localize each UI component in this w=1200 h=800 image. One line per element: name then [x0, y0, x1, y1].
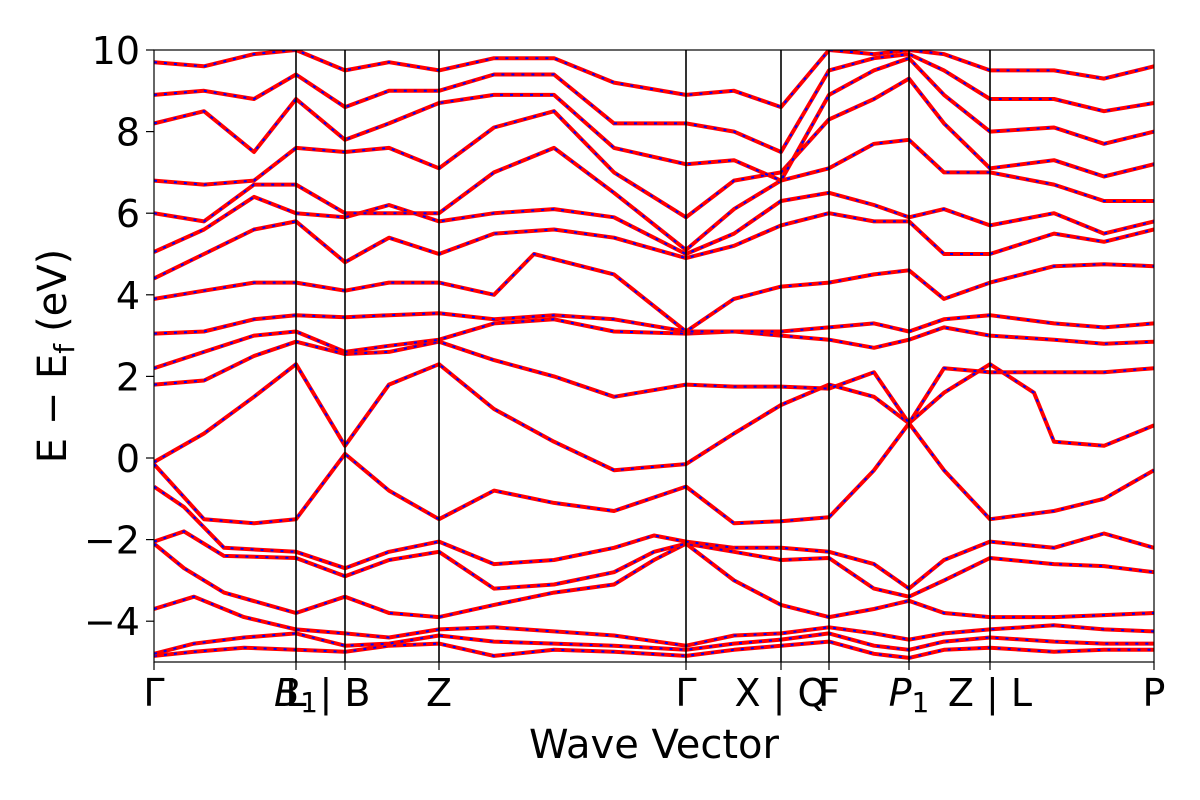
band-line-overlay-6 [154, 485, 1154, 590]
kpath-label: B1 [274, 671, 318, 719]
plot-frame [153, 49, 1155, 663]
kpath-label-subscript: 1 [300, 686, 318, 719]
y-tick-label: 10 [92, 29, 140, 73]
y-axis-ticks: −4 −2 0 2 4 6 8 10 [84, 29, 154, 644]
y-axis-label-subscript: f [48, 343, 81, 354]
kpath-label-text: P [1143, 671, 1166, 715]
kpath-label: L [285, 671, 306, 715]
y-tick-label: 0 [116, 437, 140, 481]
band-line-overlay-2 [154, 632, 1154, 655]
kpath-label: X | Q [735, 671, 828, 716]
kpath-label-text: | B [320, 671, 371, 716]
kpath-label-text: X | Q [735, 671, 828, 716]
kpath-label-text: Z | L [948, 671, 1032, 716]
band-line-5 [154, 529, 1154, 599]
x-axis-label: Wave Vector [529, 722, 780, 768]
plot-area [154, 50, 1154, 662]
kpath-label-text: B [274, 671, 300, 715]
y-tick-label: 8 [116, 111, 140, 155]
kpath-label: Z | L [948, 671, 1032, 716]
kpath-label: Γ [143, 671, 164, 715]
kpath-label: F [818, 671, 840, 715]
band-line-overlay-8 [154, 362, 1154, 472]
kpath-label: Γ [675, 671, 696, 715]
kpath-label-text: Γ [143, 671, 164, 715]
y-axis-label-unit: (eV) [30, 249, 76, 332]
kpath-label-text: P [889, 671, 912, 715]
high-symmetry-lines [295, 50, 991, 662]
band-line-overlay-19 [154, 50, 1154, 109]
kpath-label: | B [320, 671, 371, 716]
band-line-overlay-11 [154, 312, 1154, 335]
kpath-label-subscript: 1 [912, 686, 930, 719]
y-axis-label-main: E − E [30, 354, 76, 464]
y-tick-label: 6 [116, 192, 140, 236]
kpath-label-text: L [285, 671, 306, 715]
y-tick-label: 2 [116, 355, 140, 399]
y-tick-label: 4 [116, 274, 140, 318]
y-tick-label: −2 [84, 519, 140, 563]
kpath-label-text: Z [426, 671, 452, 715]
kpath-label: P [1143, 671, 1166, 715]
kpath-label-text: F [818, 671, 840, 715]
band-line-overlay-4 [154, 542, 1154, 619]
kpath-label-text: Γ [675, 671, 696, 715]
y-tick-label: −4 [84, 600, 140, 644]
y-axis-label: E − Ef (eV) [30, 249, 81, 464]
kpath-label: Z [426, 671, 452, 715]
kpath-label: P1 [889, 671, 930, 719]
